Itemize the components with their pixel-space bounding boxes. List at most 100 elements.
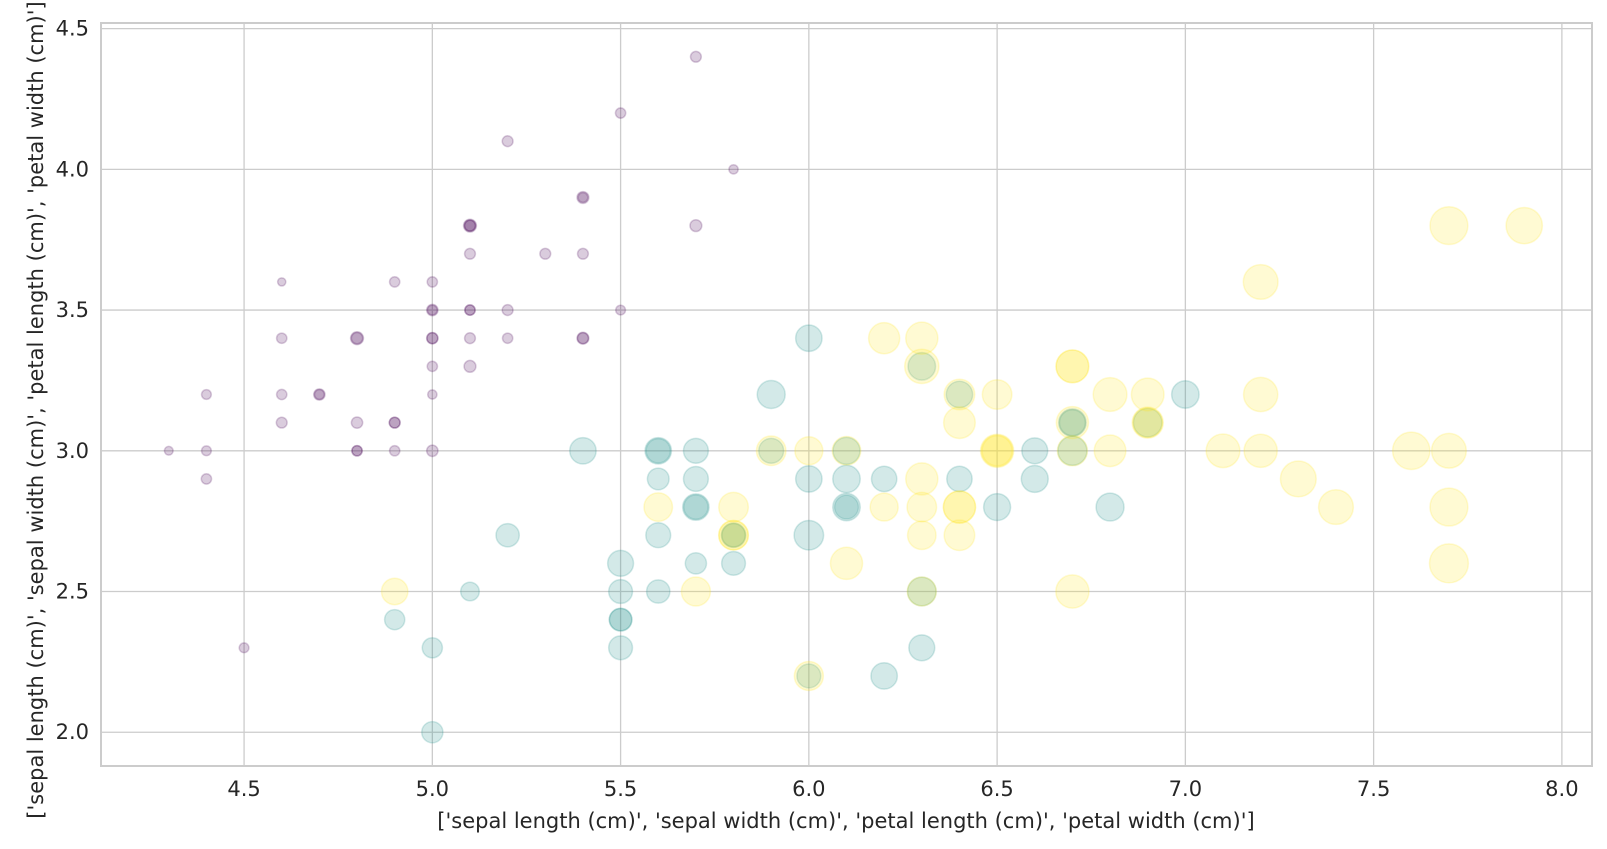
data-point <box>350 416 364 430</box>
data-point <box>728 163 739 175</box>
data-point <box>906 576 938 607</box>
data-point <box>576 247 590 260</box>
data-point <box>351 444 363 457</box>
data-point <box>942 490 977 524</box>
data-point <box>380 577 409 606</box>
x-tick-label: 6.0 <box>792 777 825 801</box>
data-point <box>682 494 709 520</box>
data-point <box>463 359 477 374</box>
y-tick-label: 3.0 <box>56 439 89 463</box>
data-point <box>981 378 1013 411</box>
data-point <box>758 437 785 464</box>
x-tick-label: 6.5 <box>980 777 1013 801</box>
data-point <box>794 324 823 353</box>
data-point <box>495 522 521 548</box>
x-tick-label: 4.5 <box>227 777 260 801</box>
data-point <box>606 549 635 578</box>
data-point <box>501 135 514 148</box>
data-point <box>349 331 365 346</box>
data-point <box>388 416 401 429</box>
data-point <box>1430 432 1468 469</box>
data-point <box>689 218 703 233</box>
data-point <box>163 445 174 456</box>
data-point <box>1242 376 1279 413</box>
data-point <box>794 436 824 466</box>
data-point <box>1055 349 1090 384</box>
data-point <box>831 435 862 466</box>
data-point <box>276 277 287 287</box>
data-point <box>1056 435 1089 467</box>
data-point <box>576 331 590 345</box>
data-point <box>756 379 786 410</box>
data-point <box>388 416 401 429</box>
data-point <box>869 492 899 522</box>
data-point <box>607 578 634 605</box>
data-point <box>1428 543 1470 584</box>
data-point <box>943 519 976 552</box>
data-point <box>680 576 712 607</box>
data-point <box>906 520 937 551</box>
data-point <box>577 191 589 204</box>
data-point <box>275 332 288 345</box>
data-point <box>200 445 213 457</box>
plot-frame <box>100 22 1593 767</box>
data-points <box>163 50 1544 744</box>
data-point <box>796 663 822 689</box>
data-point <box>832 464 861 494</box>
data-point <box>1130 377 1165 412</box>
data-point <box>870 661 899 690</box>
data-point <box>312 388 326 401</box>
data-point <box>200 473 213 485</box>
data-point <box>643 492 674 523</box>
data-point <box>645 579 671 604</box>
data-point <box>942 490 977 524</box>
data-point <box>313 388 326 401</box>
data-point <box>981 435 1013 467</box>
data-point <box>459 581 481 602</box>
data-point <box>907 351 937 381</box>
data-point <box>1505 206 1544 245</box>
data-point <box>1055 574 1090 609</box>
data-point <box>906 491 938 523</box>
y-tick-label: 3.5 <box>56 298 89 322</box>
data-point <box>1243 433 1278 469</box>
data-point <box>943 378 976 411</box>
data-point <box>425 303 439 317</box>
data-point <box>682 437 710 464</box>
y-tick-labels: 2.0 2.5 3.0 3.5 4.0 4.5 <box>56 17 89 745</box>
data-point <box>1055 405 1090 440</box>
data-point <box>350 331 364 345</box>
data-point <box>614 107 627 119</box>
data-point <box>718 519 750 551</box>
data-point <box>720 550 747 577</box>
data-point <box>1242 263 1279 301</box>
data-point <box>1429 205 1469 246</box>
data-point <box>904 462 939 496</box>
data-point <box>1391 431 1431 471</box>
data-point <box>833 494 860 520</box>
y-tick-label: 4.5 <box>56 17 89 41</box>
data-point <box>945 380 974 409</box>
data-point <box>463 219 477 233</box>
data-point <box>832 436 861 465</box>
data-point <box>1057 435 1088 467</box>
data-point <box>421 636 444 659</box>
data-point <box>1020 464 1049 494</box>
data-point <box>1131 406 1165 439</box>
data-point <box>1057 408 1087 438</box>
data-point <box>383 608 406 631</box>
data-point <box>426 304 438 316</box>
data-point <box>794 464 823 493</box>
data-point <box>979 433 1015 469</box>
grid-lines <box>101 23 1592 766</box>
data-point <box>425 331 439 345</box>
data-point <box>870 465 898 493</box>
data-point <box>275 416 288 429</box>
data-point <box>718 519 750 551</box>
data-point <box>576 190 590 205</box>
x-tick-labels: 4.5 5.0 5.5 6.0 6.5 7.0 7.5 8.0 <box>227 777 1578 801</box>
data-point <box>501 303 514 317</box>
data-point <box>681 493 710 522</box>
data-point <box>718 491 750 523</box>
